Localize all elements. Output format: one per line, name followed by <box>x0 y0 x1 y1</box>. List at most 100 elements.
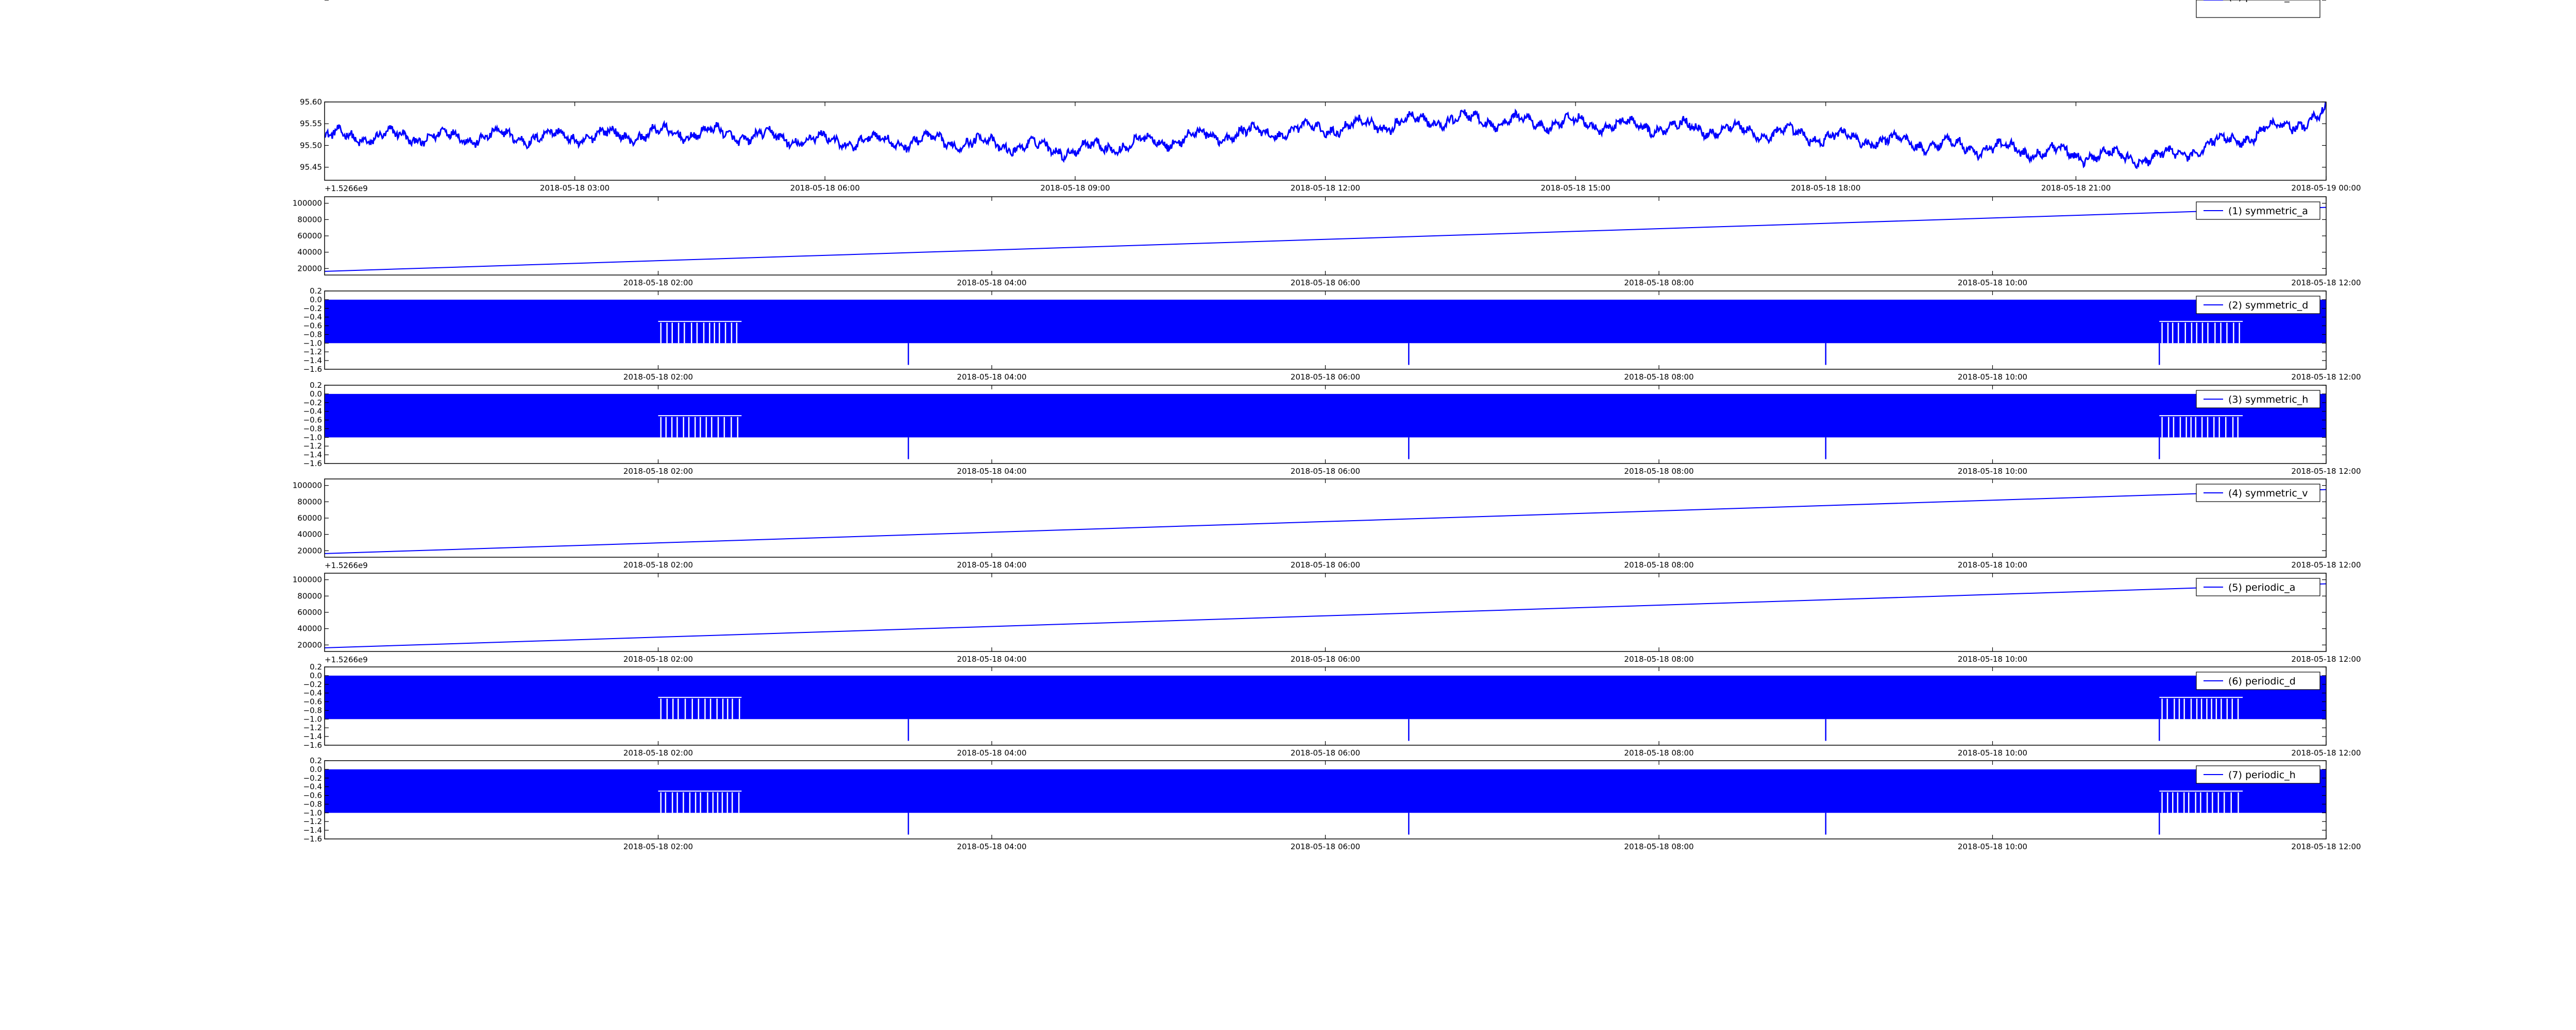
y-tick-label: −0.2 <box>303 680 322 689</box>
y-tick-label: −1.2 <box>303 347 322 356</box>
sparse-region <box>2159 697 2243 719</box>
x-tick-label: 2018-05-18 02:00 <box>623 467 693 476</box>
x-tick-label: 2018-05-18 12:00 <box>2291 748 2361 758</box>
x-tick-label: 2018-05-18 02:00 <box>623 372 693 382</box>
bar-band <box>325 769 2326 813</box>
plot-area <box>325 299 2326 365</box>
plot-area <box>325 489 2326 554</box>
x-tick-label: 2018-05-18 02:00 <box>623 0 693 2</box>
y-tick-label: 0.0 <box>310 295 322 304</box>
x-tick-label: 2018-05-18 02:00 <box>623 655 693 664</box>
x-tick-label: 2018-05-18 08:00 <box>1624 842 1693 851</box>
x-tick-label: 2018-05-18 04:00 <box>957 842 1026 851</box>
chart-3: 2018-05-18 02:00 2018-05-18 04:00 2018-05-… <box>303 286 2361 382</box>
y-tick-label: −1.4 <box>303 356 322 365</box>
y-tick-label: 100000 <box>293 0 322 2</box>
x-tick-label: 2018-05-18 02:00 <box>623 842 693 851</box>
y-tick-label: −1.0 <box>303 338 322 348</box>
axes-frame <box>324 101 2327 181</box>
y-tick-label: 0.0 <box>310 389 322 399</box>
y-tick-label: 80000 <box>297 591 322 600</box>
y-tick-label: 80000 <box>297 0 322 2</box>
sparse-region <box>2159 321 2243 344</box>
x-tick-label: 2018-05-18 10:00 <box>1958 655 2027 664</box>
chart-4: 2018-05-18 02:00 2018-05-18 04:00 2018-05-… <box>303 381 2361 476</box>
y-tick-label: −1.6 <box>303 365 322 374</box>
axis-offset-label: +1.5266e9 <box>325 655 368 664</box>
x-tick-label: 2018-05-18 12:00 <box>2291 372 2361 382</box>
y-tick-label: −0.6 <box>303 791 322 800</box>
x-tick-label: 2018-05-18 18:00 <box>1791 183 1860 193</box>
plot-area <box>325 583 2326 648</box>
y-tick-label: 20000 <box>297 0 322 2</box>
x-tick-label: 2018-05-18 08:00 <box>1624 467 1693 476</box>
x-tick-label: 2018-05-18 06:00 <box>1291 467 1360 476</box>
axes-frame <box>324 573 2327 652</box>
legend-entry: (5) periodic_a <box>2228 582 2295 593</box>
y-tick-label: 95.50 <box>300 141 322 150</box>
bar-band <box>325 299 2326 344</box>
y-tick-label: 80000 <box>297 215 322 224</box>
y-tick-label: −0.2 <box>303 774 322 783</box>
legend-entry: (8) periodic_v <box>2228 0 2295 3</box>
legend-entry: (4) symmetric_v <box>2228 488 2308 499</box>
plot-area <box>325 393 2326 459</box>
y-tick-label: −0.4 <box>303 407 322 416</box>
y-tick-label: 40000 <box>297 0 322 2</box>
y-tick-label: −1.2 <box>303 817 322 826</box>
legend: (7) periodic_h <box>2196 765 2320 784</box>
x-tick-label: 2018-05-18 08:00 <box>1624 372 1693 382</box>
bar-band <box>325 393 2326 438</box>
x-tick-label: 2018-05-18 06:00 <box>1291 278 1360 287</box>
x-tick-label: 2018-05-18 06:00 <box>1291 560 1360 570</box>
y-tick-label: −1.0 <box>303 714 322 724</box>
x-tick-label: 2018-05-18 12:00 <box>2291 560 2361 570</box>
sparse-region <box>658 321 742 344</box>
chart-8: 2018-05-18 02:00 2018-05-18 04:00 2018-05-… <box>303 756 2361 851</box>
x-tick-label: 2018-05-18 08:00 <box>1624 560 1693 570</box>
x-tick-label: 2018-05-18 12:00 <box>1291 183 1360 193</box>
legend: (3) symmetric_h <box>2196 390 2320 408</box>
x-tick-label: 2018-05-18 02:00 <box>623 560 693 570</box>
x-tick-label: 2018-05-18 12:00 <box>2291 467 2361 476</box>
legend: (1) symmetric_a <box>2196 201 2320 220</box>
y-tick-label: −1.4 <box>303 826 322 835</box>
x-tick-label: 2018-05-18 10:00 <box>1958 467 2027 476</box>
x-tick-label: 2018-05-18 06:00 <box>1291 372 1360 382</box>
chart-9: 2018-05-18 02:00 2018-05-18 04:00 2018-05-… <box>293 0 2361 18</box>
y-tick-label: −0.6 <box>303 321 322 331</box>
x-tick-label: 2018-05-18 06:00 <box>1291 0 1360 2</box>
plot-area <box>325 102 2326 169</box>
chart-2: 2018-05-18 02:00 2018-05-18 04:00 2018-05-… <box>293 196 2361 287</box>
y-tick-label: 100000 <box>293 575 322 585</box>
series-line <box>325 583 2326 648</box>
axes-frame <box>324 196 2327 276</box>
x-tick-label: 2018-05-18 12:00 <box>2291 278 2361 287</box>
x-tick-label: 2018-05-18 06:00 <box>1291 748 1360 758</box>
y-tick-label: 95.55 <box>300 119 322 128</box>
x-tick-label: 2018-05-18 10:00 <box>1958 0 2027 2</box>
y-tick-label: −0.8 <box>303 799 322 809</box>
y-tick-label: 60000 <box>297 608 322 617</box>
y-tick-label: 0.0 <box>310 765 322 774</box>
legend-entry: (3) symmetric_h <box>2228 394 2308 405</box>
y-tick-label: −0.4 <box>303 689 322 698</box>
sparse-region <box>2159 791 2243 813</box>
legend: (5) periodic_a <box>2196 578 2320 596</box>
chart-1: 2018-05-18 03:00 2018-05-18 06:00 2018-05-… <box>300 97 2361 193</box>
bar-band <box>325 675 2326 719</box>
axis-offset-label: +1.5266e9 <box>325 0 368 2</box>
y-tick-label: 60000 <box>297 513 322 523</box>
legend-entry: (7) periodic_h <box>2228 769 2296 781</box>
x-tick-label: 2018-05-18 10:00 <box>1958 748 2027 758</box>
y-tick-label: 0.2 <box>310 756 322 765</box>
series-line <box>325 489 2326 554</box>
y-tick-label: 100000 <box>293 481 322 490</box>
x-tick-label: 2018-05-18 04:00 <box>957 278 1026 287</box>
x-tick-label: 2018-05-18 12:00 <box>2291 842 2361 851</box>
x-tick-label: 2018-05-18 04:00 <box>957 0 1026 2</box>
y-tick-label: 0.0 <box>310 671 322 680</box>
x-tick-label: 2018-05-18 10:00 <box>1958 278 2027 287</box>
sparse-region <box>658 415 742 438</box>
x-tick-label: 2018-05-18 04:00 <box>957 655 1026 664</box>
